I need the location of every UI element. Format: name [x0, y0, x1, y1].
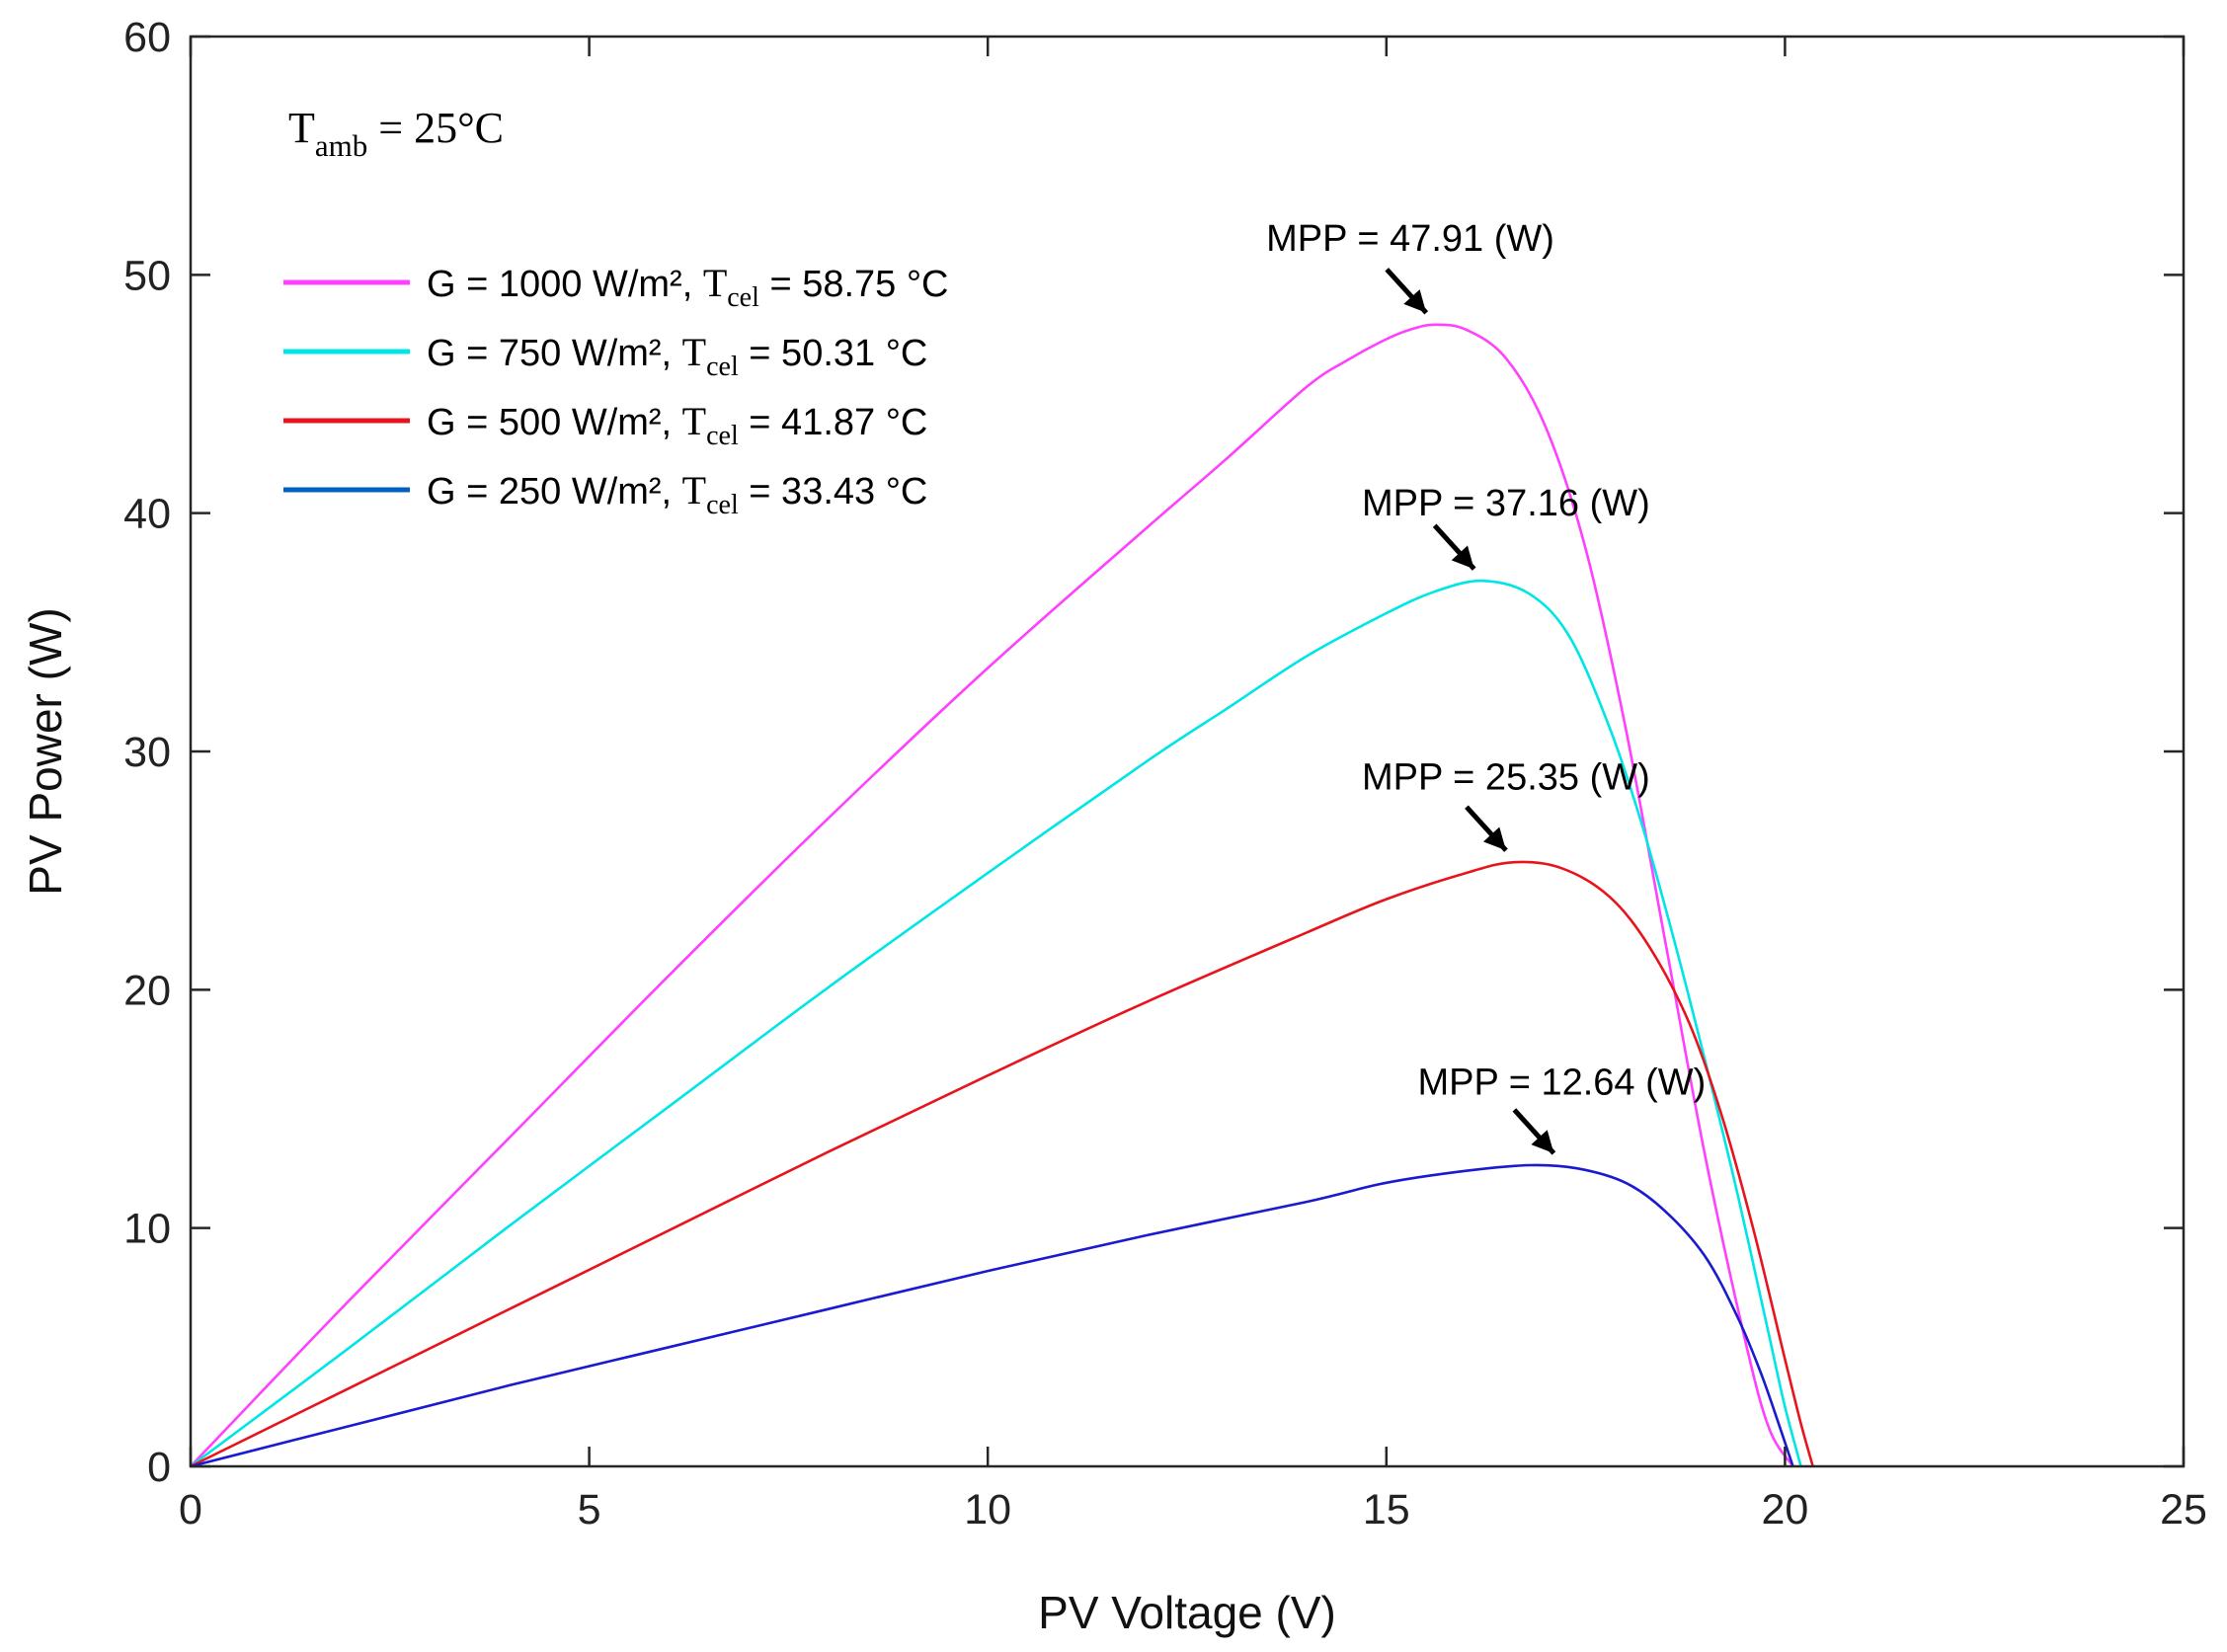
- y-axis-label: PV Power (W): [20, 607, 71, 895]
- legend-entry-label: G = 1000 W/m², Tcel = 58.75 °C: [427, 261, 949, 313]
- plot-area: [191, 37, 2184, 1466]
- legend-part-sub: cel: [706, 490, 739, 520]
- ambient-label-rest: = 25°C: [367, 104, 504, 152]
- legend-part-sub: cel: [706, 421, 739, 451]
- series-line-4: [190, 1163, 1794, 1468]
- legend-entry-label: G = 250 W/m², Tcel = 33.43 °C: [427, 468, 927, 520]
- annotation-layer: MPP = 47.91 (W) MPP = 37.16 (W) MPP = 25.3…: [1266, 218, 1706, 1155]
- legend-part-sub: cel: [727, 282, 759, 313]
- y-tick-label: 20: [123, 967, 171, 1014]
- legend-part-g: G = 500 W/m²,: [427, 402, 682, 443]
- x-tick-label: 15: [1363, 1486, 1410, 1534]
- x-tick-label: 10: [964, 1486, 1011, 1534]
- x-axis-label: PV Voltage (V): [1038, 1587, 1336, 1638]
- y-tick-label: 60: [123, 14, 171, 61]
- series-line-3: [190, 860, 1814, 1468]
- legend-part-sub: cel: [706, 352, 739, 382]
- x-tick-label: 20: [1761, 1486, 1808, 1534]
- ambient-temperature-label: Tamb = 25°C: [288, 104, 504, 163]
- ambient-label-sub: amb: [315, 128, 367, 163]
- legend-part-value: = 33.43 °C: [739, 471, 928, 512]
- x-tick-label: 5: [578, 1486, 601, 1534]
- legend-part-g: G = 750 W/m²,: [427, 333, 682, 374]
- y-tick-label: 40: [123, 491, 171, 538]
- mpp-arrow-head: [1451, 545, 1474, 570]
- series-layer: [190, 323, 1814, 1468]
- y-tick-label: 10: [123, 1206, 171, 1253]
- legend-part-value: = 50.31 °C: [739, 333, 928, 374]
- legend-part-g: G = 250 W/m²,: [427, 471, 682, 512]
- mpp-annotation-label: MPP = 25.35 (W): [1362, 757, 1650, 799]
- ambient-label-main: T: [288, 104, 315, 152]
- mpp-annotation-label: MPP = 37.16 (W): [1362, 483, 1650, 524]
- legend-part-value: = 41.87 °C: [739, 402, 928, 443]
- series-line-1: [190, 323, 1794, 1467]
- legend-part-t: T: [682, 468, 706, 512]
- y-tick-label: 0: [147, 1444, 171, 1491]
- mpp-arrow-head: [1483, 826, 1506, 851]
- legend-part-t: T: [682, 399, 706, 443]
- y-tick-label: 50: [123, 252, 171, 299]
- mpp-arrow-head: [1531, 1130, 1554, 1153]
- legend-part-t: T: [682, 330, 706, 374]
- legend-entry-label: G = 500 W/m², Tcel = 41.87 °C: [427, 399, 927, 451]
- legend-part-g: G = 1000 W/m²,: [427, 264, 703, 305]
- legend-part-t: T: [703, 261, 727, 305]
- mpp-arrow-head: [1403, 289, 1427, 313]
- mpp-annotation-label: MPP = 12.64 (W): [1417, 1062, 1706, 1104]
- legend: G = 1000 W/m², Tcel = 58.75 °C G = 750 W/…: [283, 261, 949, 520]
- legend-entry-label: G = 750 W/m², Tcel = 50.31 °C: [427, 330, 927, 382]
- x-tick-label: 0: [179, 1486, 202, 1534]
- legend-part-value: = 58.75 °C: [759, 264, 949, 305]
- y-tick-label: 30: [123, 729, 171, 776]
- tick-layer: 0 5 10 15 20 25 0 10 20 30 40 50 60: [123, 14, 2207, 1534]
- x-tick-label: 25: [2160, 1486, 2207, 1534]
- mpp-annotation-label: MPP = 47.91 (W): [1266, 218, 1554, 260]
